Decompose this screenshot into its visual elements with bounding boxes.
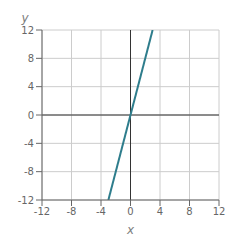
svg-text:x: x (126, 223, 135, 237)
svg-text:y: y (20, 11, 29, 25)
svg-text:-4: -4 (96, 206, 106, 217)
svg-text:-8: -8 (67, 206, 77, 217)
svg-text:12: 12 (21, 25, 34, 36)
svg-text:4: 4 (28, 81, 34, 92)
svg-text:-12: -12 (18, 195, 34, 206)
svg-text:-4: -4 (24, 138, 34, 149)
svg-text:4: 4 (157, 206, 163, 217)
svg-text:0: 0 (127, 206, 133, 217)
svg-text:-8: -8 (24, 166, 34, 177)
svg-text:8: 8 (186, 206, 192, 217)
svg-text:-12: -12 (34, 206, 50, 217)
svg-text:8: 8 (28, 53, 34, 64)
svg-text:12: 12 (213, 206, 226, 217)
svg-text:0: 0 (28, 110, 34, 121)
